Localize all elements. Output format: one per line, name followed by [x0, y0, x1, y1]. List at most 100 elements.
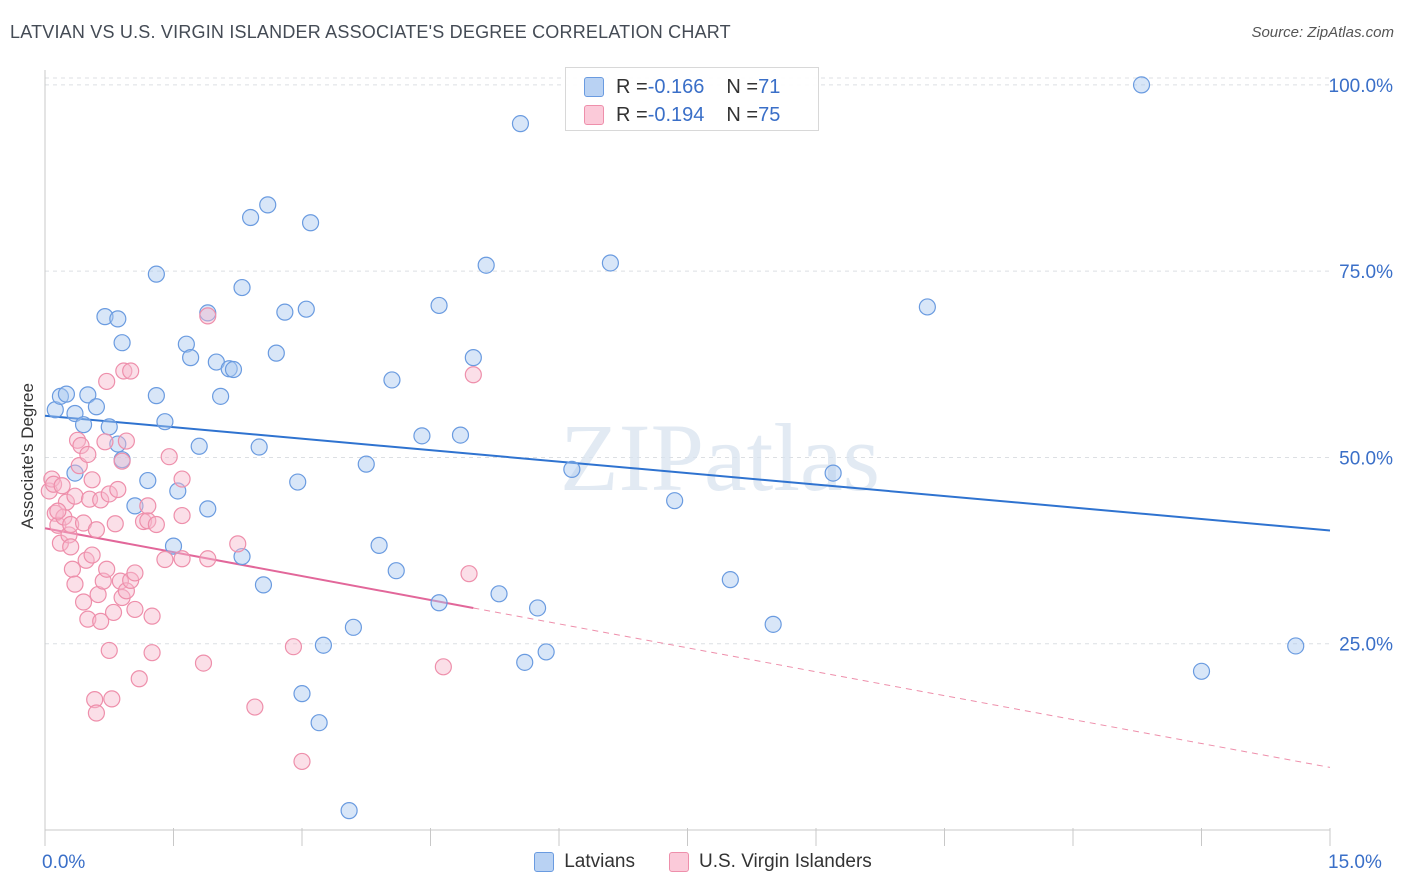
point-virgin-islanders: [66, 575, 84, 593]
point-latvians: [100, 418, 118, 436]
point-virgin-islanders: [79, 610, 97, 628]
n-value: 71: [758, 75, 781, 98]
point-latvians: [164, 537, 183, 555]
point-latvians: [297, 300, 315, 318]
legend-label-latvians: Latvians: [564, 851, 635, 872]
point-latvians: [301, 214, 320, 232]
point-latvians: [113, 334, 131, 352]
point-latvians: [139, 471, 157, 490]
point-latvians: [147, 387, 165, 405]
point-latvians: [314, 636, 333, 654]
legend-item-virgin-islanders[interactable]: U.S. Virgin Islanders: [668, 851, 872, 873]
point-virgin-islanders: [86, 691, 104, 709]
point-latvians: [310, 714, 328, 732]
x-tick-label-max: 15.0%: [1328, 852, 1382, 873]
point-virgin-islanders: [284, 638, 303, 656]
point-latvians: [293, 685, 311, 703]
point-latvians: [109, 310, 127, 328]
stats-row-virgin-islanders: R = -0.194 N = 75: [566, 100, 780, 130]
point-latvians: [537, 643, 555, 661]
virgin-islanders-swatch: [584, 105, 604, 125]
point-virgin-islanders: [126, 600, 144, 619]
latvians-swatch: [584, 77, 604, 97]
point-virgin-islanders: [117, 432, 135, 450]
point-virgin-islanders: [100, 485, 118, 503]
point-latvians: [511, 115, 530, 133]
point-latvians: [190, 437, 208, 455]
point-virgin-islanders: [143, 607, 161, 625]
point-virgin-islanders: [44, 475, 63, 493]
r-label: R =: [616, 103, 648, 126]
point-latvians: [477, 256, 495, 274]
y-tick-label: 100.0%: [1329, 76, 1394, 97]
point-latvians: [764, 615, 782, 633]
point-virgin-islanders: [173, 470, 191, 488]
point-virgin-islanders: [113, 452, 131, 470]
point-latvians: [177, 335, 195, 353]
point-latvians: [451, 426, 470, 444]
point-virgin-islanders: [87, 521, 106, 539]
point-virgin-islanders: [139, 512, 157, 530]
point-latvians: [1132, 76, 1151, 94]
point-latvians: [74, 416, 93, 434]
point-virgin-islanders: [143, 644, 161, 662]
latvians-legend-swatch: [534, 852, 555, 872]
r-value: -0.194: [647, 103, 705, 126]
point-virgin-islanders: [98, 372, 116, 391]
point-virgin-islanders: [72, 436, 90, 455]
point-virgin-islanders: [115, 362, 133, 380]
point-latvians: [528, 599, 547, 617]
point-virgin-islanders: [109, 480, 127, 499]
point-virgin-islanders: [199, 307, 217, 325]
y-tick-labels: 25.0% 50.0% 75.0% 100.0%: [1329, 76, 1394, 656]
point-latvians: [147, 265, 165, 283]
point-virgin-islanders: [79, 445, 97, 464]
point-virgin-islanders: [53, 477, 71, 495]
point-latvians: [242, 208, 260, 227]
point-latvians: [224, 360, 243, 379]
point-virgin-islanders: [293, 752, 311, 771]
y-tick-label: 75.0%: [1339, 262, 1393, 283]
point-latvians: [259, 196, 277, 214]
point-latvians: [1287, 637, 1305, 655]
point-virgin-islanders: [49, 502, 67, 520]
point-latvians: [413, 427, 431, 445]
point-latvians: [156, 413, 174, 431]
trend-line-0: [44, 414, 1331, 532]
point-virgin-islanders: [139, 497, 157, 515]
trend-line-dashed-1: [473, 607, 1331, 768]
y-tick-label: 50.0%: [1339, 448, 1393, 469]
point-latvians: [430, 296, 448, 315]
series-legend: Latvians U.S. Virgin Islanders: [0, 851, 1406, 873]
point-latvians: [357, 455, 375, 473]
point-latvians: [233, 547, 251, 566]
point-virgin-islanders: [83, 471, 101, 489]
point-virgin-islanders: [87, 704, 106, 722]
point-virgin-islanders: [156, 550, 174, 569]
legend-item-latvians[interactable]: Latvians: [534, 851, 635, 873]
point-virgin-islanders: [160, 448, 178, 466]
point-virgin-islanders: [96, 433, 114, 451]
point-virgin-islanders: [194, 654, 213, 672]
point-virgin-islanders: [106, 515, 124, 533]
r-value: -0.166: [647, 75, 705, 98]
r-label: R =: [616, 75, 648, 98]
point-latvians: [464, 349, 482, 367]
point-virgin-islanders: [130, 670, 148, 688]
virgin-islanders-legend-swatch: [668, 852, 689, 872]
point-latvians: [516, 653, 534, 671]
point-latvians: [918, 298, 936, 316]
n-label: N =: [726, 75, 759, 98]
point-latvians: [1192, 662, 1211, 680]
point-virgin-islanders: [199, 550, 217, 568]
point-virgin-islanders: [173, 550, 191, 568]
point-latvians: [267, 344, 285, 362]
watermark: ZIPatlas: [560, 404, 880, 511]
point-latvians: [340, 802, 358, 820]
point-virgin-islanders: [62, 515, 80, 534]
n-label: N =: [726, 103, 759, 126]
point-latvians: [126, 497, 144, 515]
point-latvians: [79, 386, 97, 404]
point-virgin-islanders: [74, 593, 93, 611]
